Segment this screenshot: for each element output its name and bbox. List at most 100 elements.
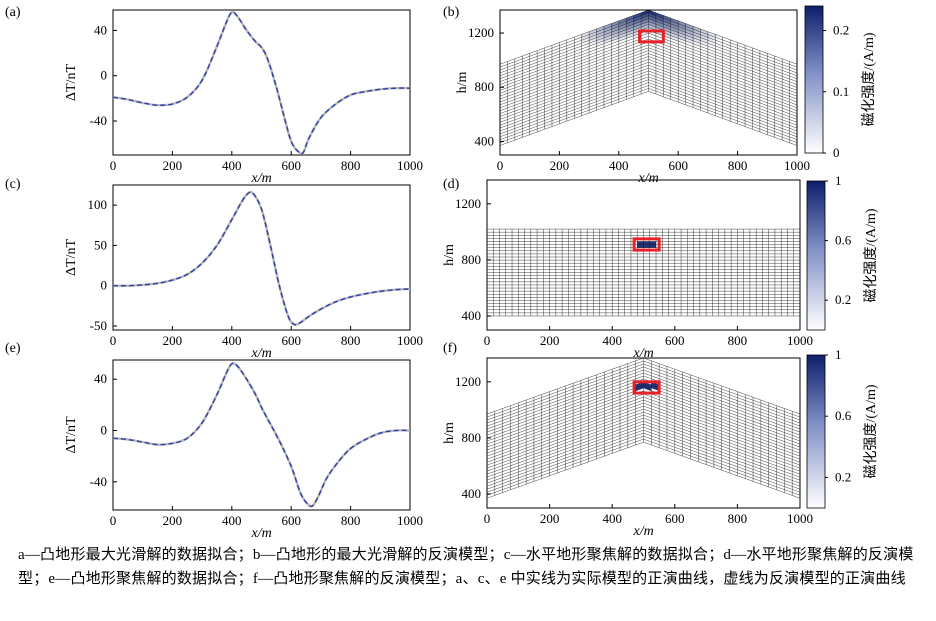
model-cell bbox=[693, 40, 701, 47]
mesh-layer bbox=[500, 12, 797, 68]
x-tick-label: 1000 bbox=[397, 513, 423, 528]
x-tick-label: 0 bbox=[484, 511, 491, 526]
colorbar bbox=[806, 354, 826, 509]
model-cell bbox=[633, 12, 642, 19]
inversion-model-0: (b) 0 200 400 600 800 1000 400 800 1200 x/m h/m 0 0.1… bbox=[443, 5, 877, 186]
model-cell bbox=[596, 32, 604, 38]
x-axis-label: x/m bbox=[633, 524, 654, 539]
model-mesh bbox=[487, 228, 800, 317]
model-cell bbox=[648, 10, 656, 16]
model-cell bbox=[643, 382, 652, 388]
colorbar-tick-label: 0.6 bbox=[835, 408, 852, 423]
y-axis-label: ΔT/nT bbox=[64, 416, 79, 453]
x-tick-label: 1000 bbox=[787, 333, 813, 348]
model-cell bbox=[637, 244, 644, 248]
model-cell bbox=[626, 29, 634, 36]
model-cell bbox=[589, 31, 597, 38]
x-tick-label: 0 bbox=[110, 158, 117, 173]
predicted-curve bbox=[112, 362, 411, 508]
y-tick-label: 1200 bbox=[455, 196, 481, 211]
mesh-layer bbox=[487, 408, 800, 466]
model-cell bbox=[626, 15, 634, 22]
y-tick-label: 400 bbox=[462, 486, 482, 501]
mesh-layer bbox=[500, 91, 797, 146]
y-axis-label: ΔT/nT bbox=[64, 239, 79, 276]
observed-curve bbox=[112, 362, 411, 508]
panel-label: (c) bbox=[5, 177, 21, 192]
model-cell bbox=[633, 24, 642, 30]
mesh-layer bbox=[500, 59, 797, 114]
model-cell bbox=[693, 26, 701, 32]
mesh-layer bbox=[500, 85, 797, 140]
model-cell bbox=[670, 35, 679, 42]
model-cell bbox=[663, 27, 671, 33]
model-cell bbox=[603, 35, 612, 41]
panel-label: (e) bbox=[5, 341, 21, 356]
x-tick-label: 400 bbox=[222, 513, 242, 528]
model-cell bbox=[655, 15, 664, 22]
model-cell bbox=[700, 37, 708, 44]
mesh-layer bbox=[487, 399, 800, 457]
model-cell bbox=[700, 28, 708, 35]
model-cell bbox=[589, 40, 597, 47]
model-cell bbox=[663, 18, 671, 24]
x-axis-label: x/m bbox=[638, 171, 659, 186]
mesh-layer bbox=[500, 15, 797, 71]
model-cell bbox=[707, 31, 716, 38]
mesh-layer bbox=[500, 76, 797, 132]
mesh-layer bbox=[500, 47, 797, 103]
model-cell bbox=[581, 34, 590, 41]
mesh-layer bbox=[487, 369, 800, 427]
model-cell bbox=[626, 18, 634, 24]
x-tick-label: 400 bbox=[602, 511, 622, 526]
x-tick-label: 200 bbox=[540, 511, 560, 526]
mesh-layer bbox=[487, 390, 800, 448]
model-cell bbox=[648, 24, 656, 31]
x-tick-label: 1000 bbox=[397, 158, 423, 173]
colorbar-tick-label: 0.2 bbox=[833, 23, 849, 38]
model-cell bbox=[663, 21, 671, 27]
colorbar-tick-label: 0 bbox=[833, 145, 840, 160]
colorbar bbox=[804, 5, 824, 154]
model-cell bbox=[651, 384, 660, 391]
mesh-layer bbox=[500, 24, 797, 79]
x-tick-label: 1000 bbox=[787, 511, 813, 526]
mesh-layer bbox=[487, 426, 800, 484]
colorbar-tick-label: 0.2 bbox=[835, 469, 851, 484]
plot-frame bbox=[486, 357, 801, 509]
plot-frame bbox=[499, 9, 798, 156]
model-cell bbox=[641, 12, 649, 19]
model-cell bbox=[596, 34, 604, 41]
model-cell bbox=[596, 40, 604, 47]
mesh-layer bbox=[487, 414, 800, 472]
model-cell bbox=[643, 241, 650, 245]
model-cell bbox=[603, 23, 612, 30]
y-tick-label: 800 bbox=[462, 430, 482, 445]
model-cell bbox=[678, 32, 686, 39]
colorbar bbox=[806, 180, 826, 331]
colorbar-label: 磁化强度/(A/m) bbox=[861, 32, 877, 126]
mesh-layer bbox=[487, 432, 800, 490]
x-tick-label: 0 bbox=[110, 333, 117, 348]
model-cell bbox=[670, 26, 679, 33]
model-cell bbox=[643, 385, 652, 391]
model-cell bbox=[655, 18, 664, 25]
colorbar-tick-label: 0.6 bbox=[835, 233, 852, 248]
model-cell bbox=[670, 29, 679, 36]
model-cell bbox=[678, 26, 686, 33]
x-tick-label: 200 bbox=[550, 158, 570, 173]
x-tick-label: 400 bbox=[602, 333, 622, 348]
x-tick-label: 600 bbox=[281, 158, 301, 173]
plot-frame bbox=[112, 9, 411, 156]
model-cell bbox=[685, 35, 694, 41]
x-axis-label: x/m bbox=[251, 171, 272, 186]
model-cell bbox=[626, 21, 634, 27]
model-cell bbox=[611, 23, 619, 30]
x-axis-label: x/m bbox=[251, 526, 272, 541]
model-cell bbox=[678, 20, 686, 27]
model-cell bbox=[596, 26, 604, 32]
mesh-layer bbox=[487, 438, 800, 496]
mesh-layer bbox=[487, 363, 800, 421]
